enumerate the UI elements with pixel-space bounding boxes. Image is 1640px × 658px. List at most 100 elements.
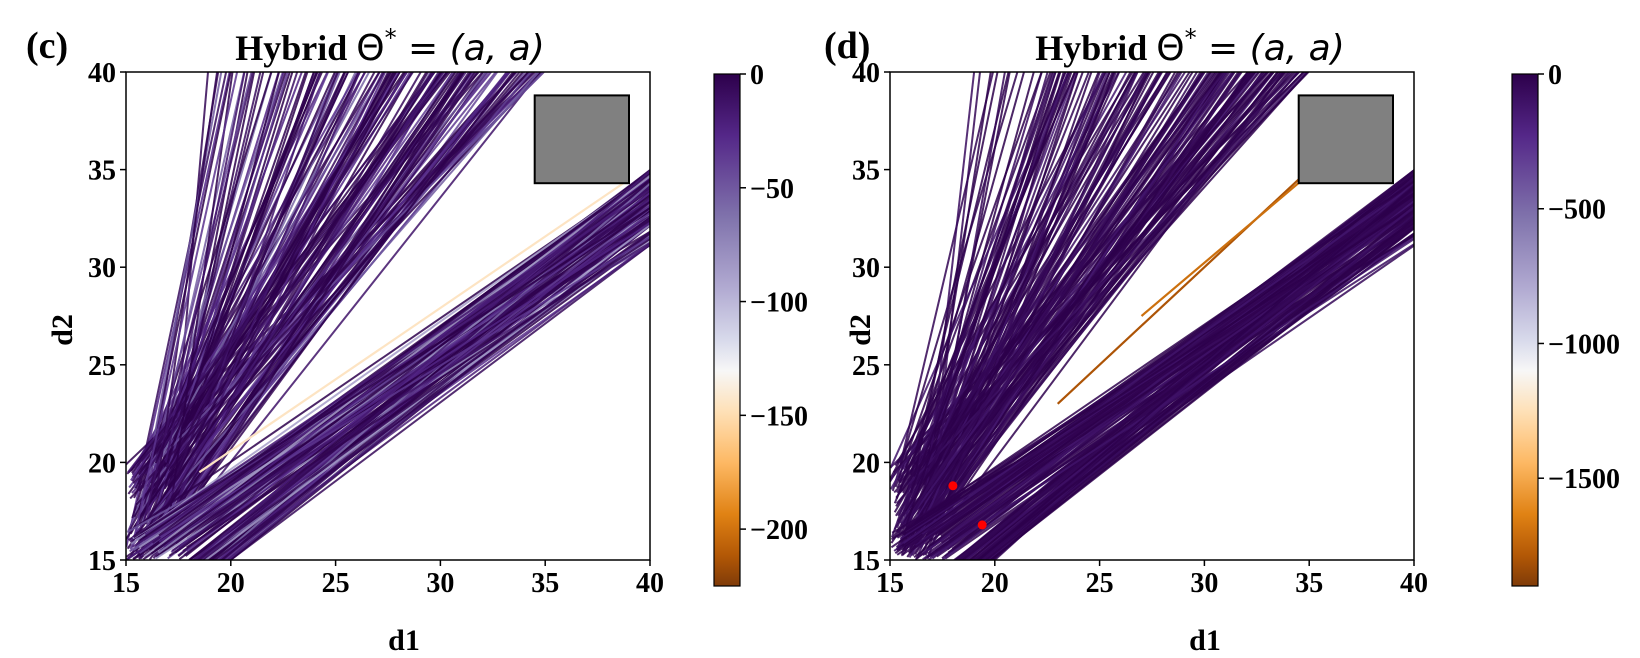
x-axis-label-d: d1 bbox=[1189, 624, 1221, 657]
trajectory-lines-c bbox=[126, 72, 650, 560]
trajectory-line bbox=[899, 72, 994, 464]
y-axis-label-d: d2 bbox=[844, 314, 877, 346]
trajectory-line bbox=[135, 72, 428, 558]
trajectory-line bbox=[160, 72, 465, 554]
axes-frame bbox=[889, 71, 1415, 561]
trajectory-line bbox=[916, 72, 1136, 486]
trajectory-line bbox=[150, 72, 514, 551]
trajectory-line bbox=[195, 230, 650, 560]
trajectory-line bbox=[142, 194, 650, 560]
trajectory-line bbox=[901, 72, 1234, 530]
x-tick-label: 30 bbox=[426, 568, 454, 599]
y-tick-label: 30 bbox=[88, 253, 116, 284]
trajectory-line bbox=[928, 72, 1214, 486]
trajectory-line bbox=[929, 72, 1006, 493]
trajectory-line bbox=[922, 206, 1414, 555]
trajectory-line bbox=[133, 72, 239, 536]
x-tick-label: 15 bbox=[876, 568, 904, 599]
trajectory-line bbox=[131, 72, 434, 474]
trajectory-line bbox=[929, 192, 1414, 542]
trajectory-line bbox=[164, 72, 246, 463]
trajectory-line bbox=[914, 72, 1139, 560]
x-tick-label: 40 bbox=[1400, 568, 1428, 599]
trajectory-line bbox=[221, 218, 650, 560]
y-axis-ticks-d: 15 20 25 30 35 40 bbox=[852, 58, 890, 577]
y-tick-label: 40 bbox=[88, 58, 116, 89]
trajectory-line bbox=[132, 172, 650, 540]
trajectory-line bbox=[896, 72, 1163, 523]
obstacle-box bbox=[1297, 94, 1394, 185]
x-axis-ticks-d: 15 20 25 30 35 40 bbox=[876, 560, 1428, 599]
colorbar-tick-label: 0 bbox=[750, 60, 764, 91]
colorbar-tick-label: −1000 bbox=[1548, 329, 1620, 360]
trajectory-lines-d bbox=[890, 72, 1414, 560]
y-tick-label: 40 bbox=[852, 58, 880, 89]
colorbar-tick-label: −150 bbox=[750, 401, 808, 432]
panel-c-title-theta: Θ bbox=[356, 28, 384, 69]
panel-d-title-tuple: (a, a) bbox=[1250, 28, 1345, 69]
target-path-line bbox=[198, 178, 630, 474]
panel-c-title: Hybrid Θ* = (a, a) bbox=[235, 24, 545, 69]
trajectory-line bbox=[138, 72, 440, 547]
trajectory-line bbox=[194, 170, 650, 560]
panel-c-label: (c) bbox=[26, 25, 68, 67]
colorbar-tick-label: −500 bbox=[1548, 195, 1606, 226]
trajectory-line bbox=[893, 72, 1067, 504]
trajectory-line bbox=[163, 72, 318, 467]
trajectory-line bbox=[903, 205, 1414, 536]
trajectory-line bbox=[139, 188, 650, 534]
trajectory-line bbox=[185, 192, 650, 552]
y-tick-label: 20 bbox=[852, 448, 880, 479]
x-axis-label-c: d1 bbox=[388, 624, 420, 657]
y-tick-label: 25 bbox=[852, 351, 880, 382]
trajectory-line bbox=[137, 72, 228, 485]
trajectory-line bbox=[154, 72, 219, 497]
trajectory-line bbox=[908, 72, 1148, 523]
trajectory-line bbox=[178, 206, 650, 560]
x-axis-ticks-c: 15 20 25 30 35 40 bbox=[112, 560, 664, 599]
trajectory-line bbox=[965, 206, 1414, 560]
axes-frame bbox=[125, 71, 651, 561]
trajectory-line bbox=[902, 184, 1414, 545]
obstacle-box bbox=[533, 94, 631, 185]
panel-c-title-star: * bbox=[385, 24, 397, 52]
trajectory-line bbox=[140, 72, 289, 560]
colorbar-tick-label: −200 bbox=[750, 515, 808, 546]
trajectory-line bbox=[154, 72, 319, 464]
trajectory-line bbox=[905, 72, 1061, 527]
trajectory-line bbox=[165, 205, 650, 544]
trajectory-line bbox=[910, 72, 1137, 472]
trajectory-line bbox=[197, 212, 650, 560]
panel-d-label: (d) bbox=[824, 25, 870, 67]
trajectory-line bbox=[159, 236, 650, 538]
panel-d-title-eq: = bbox=[1197, 28, 1250, 69]
x-tick-label: 25 bbox=[1086, 568, 1114, 599]
trajectory-line bbox=[895, 72, 1076, 499]
x-tick-label: 30 bbox=[1190, 568, 1218, 599]
trajectory-line bbox=[906, 172, 1414, 548]
panel-d: (d) Hybrid Θ* = (a, a) 15 20 25 30 35 40 15 20… bbox=[824, 24, 1620, 657]
trajectory-line bbox=[894, 72, 1134, 467]
panel-c-title-prefix: Hybrid bbox=[235, 28, 356, 68]
colorbar-ticks-d: 0 −500 −1000 −1500 bbox=[1538, 60, 1620, 495]
y-tick-label: 20 bbox=[88, 448, 116, 479]
trajectory-line bbox=[922, 72, 1234, 482]
trajectory-line bbox=[149, 72, 339, 542]
y-axis-ticks-c: 15 20 25 30 35 40 bbox=[88, 58, 126, 577]
x-tick-label: 15 bbox=[112, 568, 140, 599]
panel-d-title-star: * bbox=[1185, 24, 1197, 52]
x-tick-label: 35 bbox=[1295, 568, 1323, 599]
colorbar-tick-label: −100 bbox=[750, 288, 808, 319]
trajectory-line bbox=[985, 220, 1414, 560]
trajectory-line bbox=[926, 72, 1169, 490]
x-tick-label: 20 bbox=[981, 568, 1009, 599]
marker-point bbox=[977, 520, 987, 530]
trajectory-line bbox=[901, 72, 1202, 556]
colorbar-tick-label: −1500 bbox=[1548, 464, 1620, 495]
y-tick-label: 15 bbox=[852, 546, 880, 577]
trajectory-line bbox=[219, 242, 650, 560]
panel-c-title-tuple: (a, a) bbox=[450, 28, 545, 69]
trajectory-line bbox=[906, 72, 1267, 524]
colorbar-tick-label: −50 bbox=[750, 174, 794, 205]
trajectory-line bbox=[910, 72, 1279, 546]
